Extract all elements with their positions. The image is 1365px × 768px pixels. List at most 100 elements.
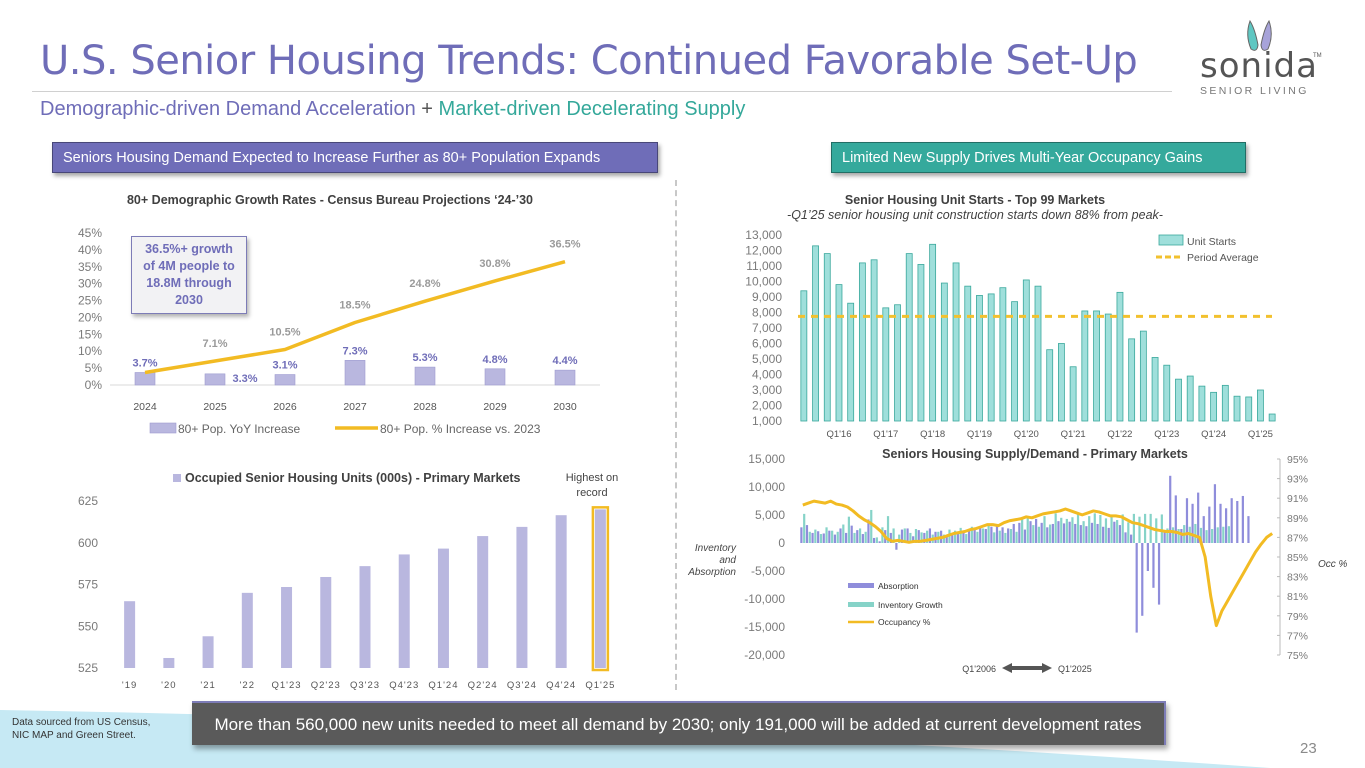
subtitle-demand: Demographic-driven Demand Acceleration <box>40 98 416 120</box>
absorption-bar <box>1135 543 1138 633</box>
inventory-growth-bar <box>842 524 845 543</box>
double-arrow-icon <box>1002 663 1052 673</box>
absorption-bar <box>967 529 971 543</box>
unit-starts-bar <box>847 302 855 422</box>
annotation-line: record <box>576 487 608 499</box>
unit-starts-bar <box>1186 375 1194 422</box>
x-tick-label: 2028 <box>413 401 437 413</box>
inventory-growth-bar <box>1132 513 1135 543</box>
absorption-bar <box>1018 522 1021 543</box>
inventory-growth-bar <box>987 523 990 543</box>
occupied-bar <box>163 657 175 668</box>
absorption-bar <box>906 528 909 543</box>
legend-label-yoy: 80+ Pop. YoY Increase <box>178 422 301 436</box>
unit-starts-bar <box>823 253 831 422</box>
inventory-growth-bar <box>1116 520 1119 543</box>
absorption-bar <box>1051 523 1054 543</box>
record-highlight-outline <box>591 506 610 672</box>
y-tick-label: 2,000 <box>752 399 782 413</box>
y-tick-label: 45% <box>78 226 102 240</box>
inventory-growth-bar <box>1082 521 1085 543</box>
x-tick-label: Q1'17 <box>873 429 898 440</box>
yoy-bar <box>414 366 436 386</box>
demographic-chart-title: 80+ Demographic Growth Rates - Census Bu… <box>126 193 534 207</box>
unit-starts-bar <box>1139 330 1147 422</box>
data-source-note: Data sourced from US Census, NIC MAP and… <box>12 716 182 742</box>
y-tick-label: 15% <box>78 327 102 341</box>
x-tick-label: Q4'23 <box>389 680 419 691</box>
y-right-tick-label: 79% <box>1287 611 1308 623</box>
absorption-bar <box>1102 526 1105 543</box>
absorption-bar <box>1007 528 1010 543</box>
absorption-bar <box>1247 516 1250 543</box>
y-tick-label: 5% <box>85 361 103 375</box>
absorption-bar <box>1062 523 1066 543</box>
unit-starts-bar <box>917 264 925 422</box>
highest-on-record-annotation: Highest on record <box>556 471 628 501</box>
callout-line: 18.8M through <box>146 276 232 290</box>
unit-starts-bar <box>812 245 819 422</box>
range-start-label: Q1'2006 <box>962 664 996 674</box>
unit-starts-bar <box>929 243 937 422</box>
y-right-tick-label: 83% <box>1287 572 1308 584</box>
absorption-bar <box>800 527 803 543</box>
x-tick-label: Q1'24 <box>428 680 458 691</box>
inventory-growth-bar <box>1088 516 1091 543</box>
inventory-growth-bar <box>1048 524 1052 543</box>
starts-chart-title: Senior Housing Unit Starts - Top 99 Mark… <box>844 193 1106 207</box>
absorption-bar <box>962 530 965 543</box>
unit-starts-bar <box>870 259 878 422</box>
yoy-data-label: 3.7% <box>132 358 157 370</box>
inventory-growth-bar <box>808 531 811 543</box>
x-tick-label: Q1'24 <box>1201 429 1226 440</box>
occupied-bar <box>477 536 489 668</box>
unit-starts-bar <box>905 253 913 422</box>
range-end-label: Q1'2025 <box>1058 664 1092 674</box>
absorption-bar <box>817 531 820 543</box>
occupied-bar <box>320 576 332 668</box>
absorption-bar <box>822 533 825 543</box>
absorption-bar <box>845 532 848 543</box>
absorption-bar <box>861 534 864 543</box>
inventory-growth-bar <box>920 532 923 543</box>
absorption-bar <box>889 532 892 543</box>
inventory-growth-bar <box>1065 518 1068 543</box>
unit-starts-bar <box>1058 343 1065 422</box>
inventory-growth-bar <box>953 530 957 543</box>
inventory-growth-bar <box>1026 517 1029 543</box>
demand-banner: Seniors Housing Demand Expected to Incre… <box>52 142 658 173</box>
starts-chart-subtitle: -Q1’25 senior housing unit construction … <box>787 208 1163 222</box>
unit-starts-bar <box>1011 301 1018 422</box>
inventory-growth-bar <box>1099 515 1102 543</box>
inventory-growth-bar <box>1004 532 1007 543</box>
inventory-growth-bar <box>1194 523 1197 543</box>
page-title: U.S. Senior Housing Trends: Continued Fa… <box>40 38 1138 84</box>
legend-swatch-inventory <box>848 602 874 607</box>
unit-starts-bar <box>1081 310 1089 422</box>
y-left-tick-label: -5,000 <box>751 564 785 578</box>
absorption-bar <box>1169 475 1172 543</box>
absorption-bar <box>1130 534 1133 543</box>
y-tick-label: 7,000 <box>752 321 782 335</box>
inventory-growth-bar <box>1043 516 1046 543</box>
supply-demand-chart: 15,000 10,000 5,000 0 -5,000 -10,000 -15,000 -2… <box>744 452 1308 674</box>
yoy-data-label: 4.8% <box>482 354 507 366</box>
occupied-bar <box>516 526 528 668</box>
axis-label-line: and <box>719 555 736 566</box>
inventory-growth-bar <box>1177 529 1180 543</box>
unit-starts-bar <box>999 287 1007 422</box>
absorption-bar <box>900 529 904 543</box>
inventory-growth-bar <box>1127 522 1130 543</box>
inventory-growth-bar <box>1110 515 1113 543</box>
inventory-growth-bar <box>959 527 962 543</box>
inventory-growth-bar <box>981 528 985 543</box>
absorption-bar <box>979 526 982 543</box>
source-line: NIC MAP and Green Street. <box>12 730 136 741</box>
y-tick-label: 5,000 <box>752 352 782 366</box>
y-right-tick-label: 85% <box>1287 552 1308 564</box>
absorption-bar <box>850 525 853 543</box>
cumulative-growth-line <box>144 260 566 375</box>
x-tick-label: Q1'23 <box>1154 429 1179 440</box>
inventory-growth-bar <box>892 528 895 543</box>
absorption-bar <box>839 528 842 543</box>
